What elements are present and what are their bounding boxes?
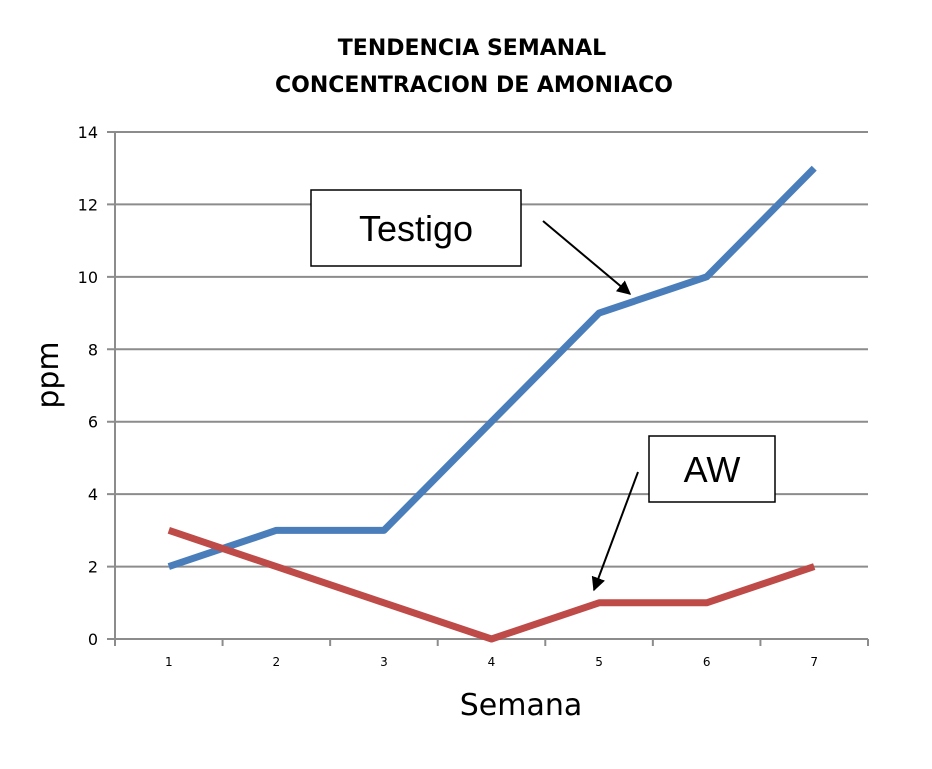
chart-title-line-1: TENDENCIA SEMANAL [338,36,606,61]
x-tick-label: 7 [810,655,818,669]
y-tick-label: 8 [88,340,98,359]
gridlines [107,131,869,646]
series-lines [167,165,817,643]
annotation-label: Testigo [359,208,473,249]
y-tick-label: 0 [88,630,98,649]
y-tick-label: 2 [88,558,98,577]
y-tick-label: 10 [78,268,98,287]
y-tick-label: 6 [88,413,98,432]
x-axis-label: Semana [460,688,583,723]
annotation-arrow [542,220,632,295]
series-line-testigo [167,165,817,570]
x-tick-label: 5 [595,655,603,669]
x-tick-label: 3 [380,655,388,669]
x-tick-labels: 1 2 3 4 5 6 7 [165,655,818,669]
annotation-label: AW [684,449,741,490]
x-tick-label: 4 [488,655,496,669]
y-axis-label: ppm [31,341,66,408]
annotation-arrow [591,471,639,592]
x-tick-label: 6 [703,655,711,669]
y-tick-label: 14 [78,123,98,142]
x-tick-label: 2 [273,655,281,669]
annotation-box [648,435,776,503]
chart-title-line-2: CONCENTRACION DE AMONIACO [275,73,673,98]
series-line-aw [167,527,816,643]
y-tick-labels: 0 2 4 6 8 10 12 14 [78,123,98,649]
x-tick-label: 1 [165,655,173,669]
y-tick-label: 4 [88,485,98,504]
annotations: Testigo AW [310,189,776,592]
annotation-box [310,189,522,267]
y-tick-label: 12 [78,195,98,214]
